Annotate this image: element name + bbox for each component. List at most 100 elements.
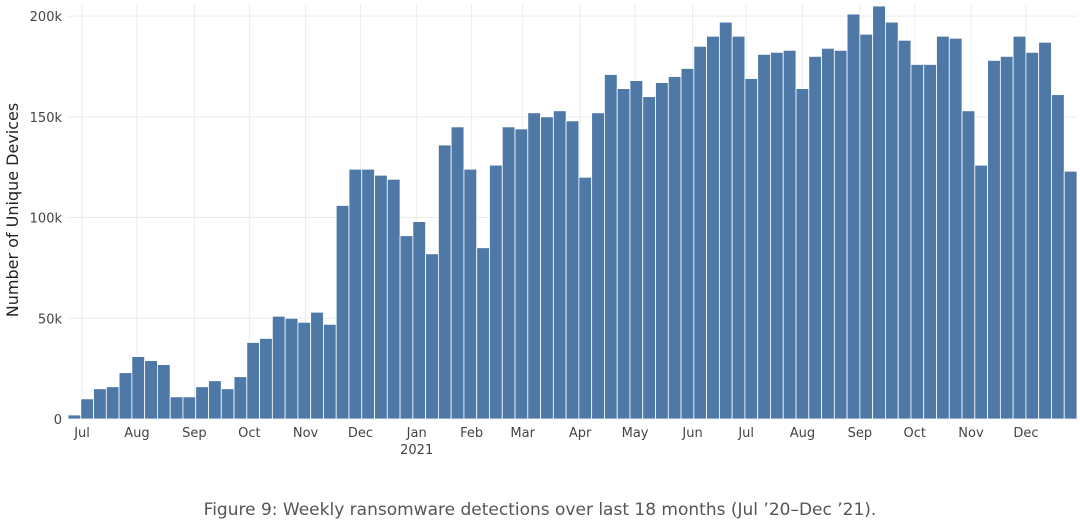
bar [833,49,848,420]
bar [897,39,912,420]
bar [744,78,759,420]
bar [706,35,720,420]
y-tick-label: 200k [30,10,63,25]
bar [195,386,209,420]
bar [399,235,414,420]
bar [348,168,363,420]
y-axis-ticks: 0 50k 100k 150k 200k [30,10,63,428]
bar [220,388,235,420]
bar [131,356,146,420]
bar [386,178,401,420]
bar [859,33,874,420]
bar [208,380,222,420]
bar [284,317,299,420]
bar [885,21,899,420]
bar [489,164,503,420]
bar [629,80,644,420]
x-tick-label: Nov [293,426,319,441]
bar [616,88,631,420]
bar [310,311,324,420]
x-tick-label: Feb [460,426,483,441]
bar [1025,51,1040,420]
x-tick-label: Dec [348,426,373,441]
bar [67,414,82,420]
bar [335,205,350,420]
bar [936,35,950,420]
bar [527,112,541,420]
bar [540,116,554,420]
bar [591,112,605,420]
figure-caption: Figure 9: Weekly ransomware detections o… [203,500,877,520]
x-tick-label: Oct [904,426,926,441]
x-tick-label: Nov [958,426,984,441]
x-tick-label: Sep [848,426,873,441]
bar [757,53,771,420]
x-axis-ticks: Jul Aug Sep Oct Nov Dec Jan 2021 Feb Mar Apr May Jun… [73,426,1038,458]
bars [67,5,1078,420]
x-tick-label: Mar [510,426,535,441]
bar [297,321,312,420]
bar [1051,94,1065,420]
bar [770,51,784,420]
y-tick-label: 50k [38,312,63,327]
x-tick-label: Jul [737,426,754,441]
bar [910,64,925,420]
bar [655,82,669,420]
bar [144,360,158,420]
bar [961,110,976,420]
bar [93,388,107,420]
bar [425,253,439,420]
x-tick-label: Jan [406,426,427,441]
x-tick-label: Jul [73,426,90,441]
bar [323,323,337,420]
y-tick-label: 0 [54,413,62,428]
x-tick-label: May [622,426,649,441]
x-tick-label: Oct [238,426,260,441]
bar-chart: 0 50k 100k 150k 200k Jul Aug Sep Oct Nov Dec Jan 20… [3,4,1078,458]
bar [233,376,248,420]
x-tick-label: Sep [182,426,207,441]
bar [923,64,937,420]
bar [437,144,452,420]
bar [999,55,1014,420]
bar [565,120,580,420]
bar [552,110,567,420]
bar [259,338,273,420]
bar [782,49,797,420]
bar [667,76,682,420]
bar [271,315,286,420]
bar [680,68,695,420]
bar [1012,35,1027,420]
x-tick-label: Aug [124,426,149,441]
bar [514,128,529,420]
bar [118,372,133,420]
bar [974,164,988,420]
y-tick-label: 150k [30,111,63,126]
bar [361,168,375,420]
x-tick-label: Dec [1013,426,1038,441]
bar [731,35,746,420]
bar [795,88,810,420]
bar [374,174,388,420]
bar [872,5,886,420]
x-tick-sublabel: 2021 [400,443,433,458]
bar [476,247,490,420]
bar [412,221,427,420]
bar [578,176,593,420]
bar [718,21,733,420]
bar [80,398,94,420]
bar [846,13,861,420]
bar [693,45,708,420]
bar [987,60,1001,420]
x-tick-label: Apr [569,426,592,441]
x-tick-label: Jun [681,426,702,441]
bar [450,126,465,420]
bar [808,55,822,420]
y-tick-label: 100k [30,212,63,227]
bar [157,364,171,420]
bar [642,96,656,420]
x-tick-label: Aug [790,426,815,441]
bar [1038,41,1052,420]
bar [169,396,184,420]
y-axis-label: Number of Unique Devices [3,103,22,317]
